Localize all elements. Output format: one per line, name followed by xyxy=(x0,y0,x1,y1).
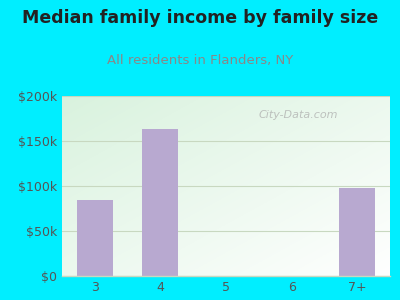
Bar xyxy=(339,188,375,276)
Text: All residents in Flanders, NY: All residents in Flanders, NY xyxy=(107,54,293,67)
Text: City-Data.com: City-Data.com xyxy=(259,110,338,120)
Bar xyxy=(77,200,113,276)
Bar xyxy=(142,129,178,276)
Text: Median family income by family size: Median family income by family size xyxy=(22,9,378,27)
